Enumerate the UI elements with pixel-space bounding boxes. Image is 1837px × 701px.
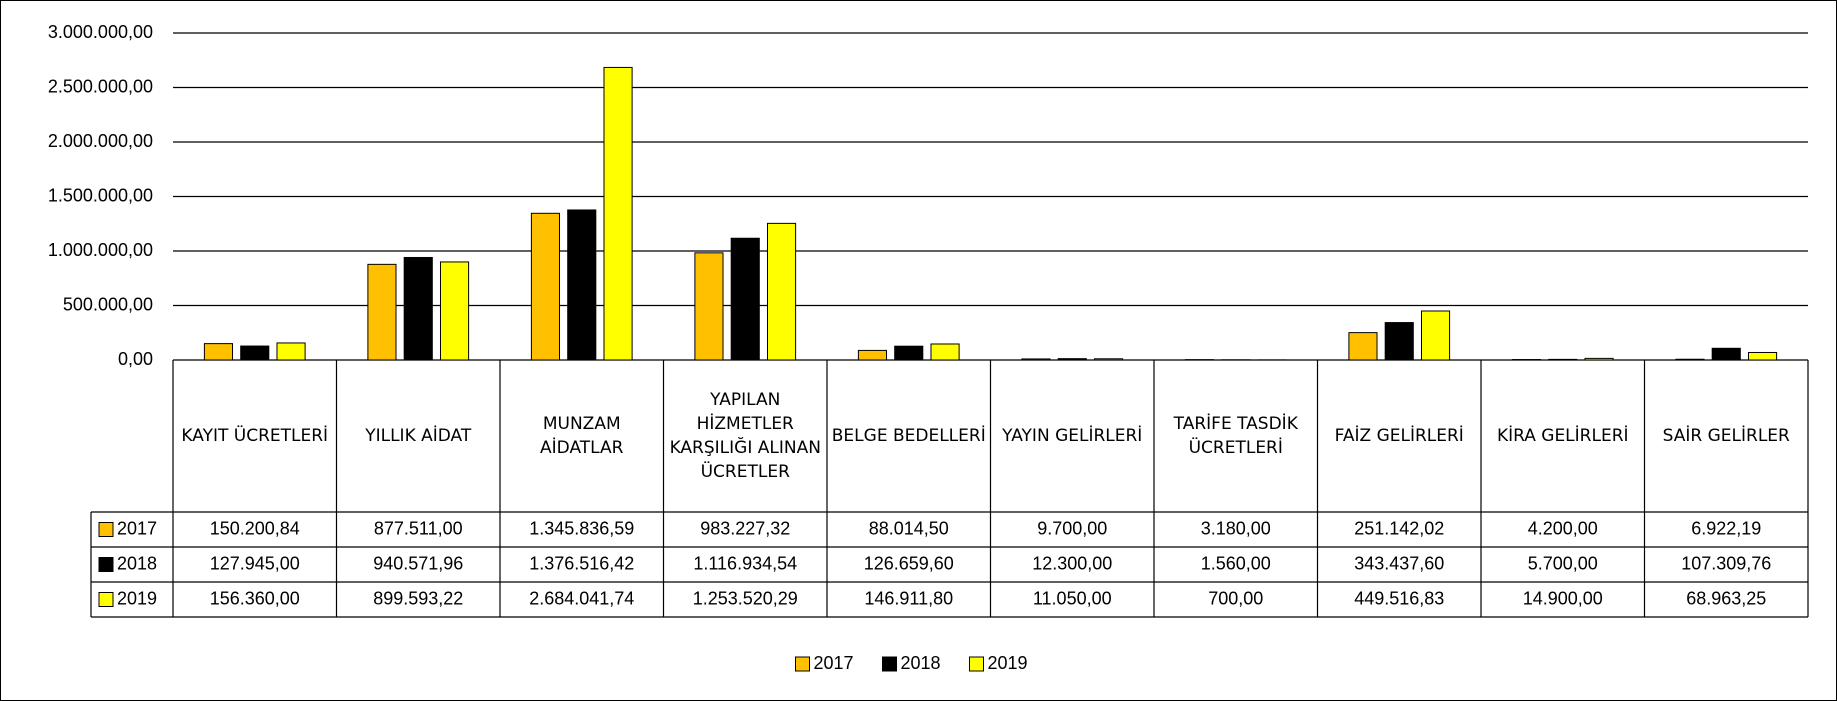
table-value: 877.511,00 bbox=[374, 518, 463, 538]
category-cell: FAİZ GELİRLERİ bbox=[1334, 426, 1464, 446]
bar bbox=[530, 212, 561, 361]
bar bbox=[1711, 347, 1741, 361]
category-cell: BELGE BEDELLERİ bbox=[831, 426, 986, 446]
table-value: 88.014,50 bbox=[869, 518, 949, 538]
table-value: 3.180,00 bbox=[1201, 518, 1271, 538]
x-tick-label: YAYIN GELİRLERİ bbox=[1002, 426, 1143, 446]
bar bbox=[439, 261, 470, 361]
y-tick-label: 2.000.000,00 bbox=[48, 131, 153, 151]
table-value: 5.700,00 bbox=[1528, 553, 1598, 573]
table-value: 150.200,84 bbox=[210, 518, 300, 538]
x-tick-label: TARİFE TASDİK ÜCRETLERİ bbox=[1173, 414, 1298, 458]
table-value: 11.050,00 bbox=[1033, 588, 1112, 608]
legend-label: 2019 bbox=[988, 653, 1028, 673]
y-tick-label: 500.000,00 bbox=[63, 294, 153, 314]
table-series-label: 2017 bbox=[117, 518, 157, 538]
legend-key bbox=[98, 522, 114, 537]
table-value: 6.922,19 bbox=[1691, 518, 1761, 538]
y-tick-label: 2.500.000,00 bbox=[48, 76, 153, 96]
bar bbox=[1384, 322, 1414, 361]
bar bbox=[766, 222, 797, 361]
y-tick-label: 1.000.000,00 bbox=[48, 240, 153, 260]
table-value: 12.300,00 bbox=[1032, 553, 1112, 573]
x-tick-label: YAPILAN HİZMETLER KARŞILIĞI ALINAN ÜCRET… bbox=[669, 390, 821, 482]
x-tick-label: FAİZ GELİRLERİ bbox=[1334, 426, 1464, 446]
bar bbox=[567, 209, 597, 361]
table-value: 126.659,60 bbox=[864, 553, 954, 573]
x-tick-label: KİRA GELİRLERİ bbox=[1496, 426, 1629, 446]
table-value: 4.200,00 bbox=[1528, 518, 1598, 538]
bar bbox=[1584, 357, 1614, 361]
y-tick-label: 3.000.000,00 bbox=[48, 22, 153, 42]
table-value: 1.345.836,59 bbox=[529, 518, 634, 538]
bar bbox=[1348, 332, 1378, 361]
table-series-label: 2018 bbox=[117, 553, 157, 573]
table-value: 449.516,83 bbox=[1354, 588, 1444, 608]
bar bbox=[1675, 358, 1705, 361]
category-cell: TARİFE TASDİK ÜCRETLERİ bbox=[1173, 414, 1298, 458]
category-cell: MUNZAM AİDATLAR bbox=[540, 414, 624, 458]
bar bbox=[930, 343, 960, 361]
bar bbox=[894, 345, 924, 361]
bar bbox=[1548, 358, 1578, 361]
table-value: 1.253.520,29 bbox=[693, 588, 798, 608]
table-value: 156.360,00 bbox=[210, 588, 300, 608]
table-value: 899.593,22 bbox=[373, 588, 463, 608]
legend-key bbox=[969, 656, 984, 672]
legend-key bbox=[98, 557, 114, 572]
table-value: 1.116.934,54 bbox=[693, 553, 797, 573]
category-cell: YILLIK AİDAT bbox=[365, 426, 472, 446]
table-value: 14.900,00 bbox=[1523, 588, 1603, 608]
category-cell: SAİR GELİRLER bbox=[1662, 426, 1790, 446]
bar bbox=[403, 256, 433, 361]
bar bbox=[603, 66, 633, 361]
bar bbox=[857, 349, 888, 361]
table-value: 9.700,00 bbox=[1037, 518, 1107, 538]
table-value: 251.142,02 bbox=[1354, 518, 1444, 538]
table-value: 983.227,32 bbox=[700, 518, 790, 538]
bar bbox=[1021, 358, 1051, 361]
bar bbox=[694, 252, 724, 361]
category-cell: KAYIT ÜCRETLERİ bbox=[181, 426, 329, 446]
bar bbox=[276, 342, 306, 361]
x-tick-label: SAİR GELİRLER bbox=[1662, 426, 1790, 446]
legend-label: 2018 bbox=[901, 653, 941, 673]
bar bbox=[1093, 358, 1124, 361]
bar bbox=[730, 237, 760, 361]
x-tick-label: YILLIK AİDAT bbox=[365, 426, 472, 446]
bar bbox=[367, 263, 397, 361]
legend-key bbox=[98, 592, 114, 607]
table-value: 1.560,00 bbox=[1201, 553, 1271, 573]
table-value: 127.945,00 bbox=[210, 553, 300, 573]
category-cell: KİRA GELİRLERİ bbox=[1496, 426, 1629, 446]
y-tick-label: 0,00 bbox=[118, 349, 153, 369]
table-value: 107.309,76 bbox=[1681, 553, 1771, 573]
bar bbox=[203, 343, 234, 361]
bar bbox=[1420, 310, 1451, 361]
legend-key bbox=[882, 656, 897, 672]
x-tick-label: MUNZAM AİDATLAR bbox=[540, 414, 624, 458]
x-tick-label: BELGE BEDELLERİ bbox=[831, 426, 986, 446]
legend-key bbox=[795, 656, 810, 672]
y-tick-label: 1.500.000,00 bbox=[48, 185, 153, 205]
table-value: 700,00 bbox=[1208, 588, 1263, 608]
category-cell: YAYIN GELİRLERİ bbox=[1002, 426, 1143, 446]
bar bbox=[1747, 351, 1778, 361]
table-value: 2.684.041,74 bbox=[529, 588, 634, 608]
x-tick-label: KAYIT ÜCRETLERİ bbox=[181, 426, 329, 446]
table-series-label: 2019 bbox=[117, 588, 157, 608]
table-value: 940.571,96 bbox=[373, 553, 463, 573]
table-value: 1.376.516,42 bbox=[529, 553, 634, 573]
category-cell: YAPILAN HİZMETLER KARŞILIĞI ALINAN ÜCRET… bbox=[669, 390, 821, 482]
table-value: 343.437,60 bbox=[1354, 553, 1444, 573]
table-value: 146.911,80 bbox=[864, 588, 953, 608]
bar bbox=[240, 345, 270, 361]
bar bbox=[1057, 358, 1087, 361]
table-value: 68.963,25 bbox=[1686, 588, 1766, 608]
legend-label: 2017 bbox=[814, 653, 854, 673]
